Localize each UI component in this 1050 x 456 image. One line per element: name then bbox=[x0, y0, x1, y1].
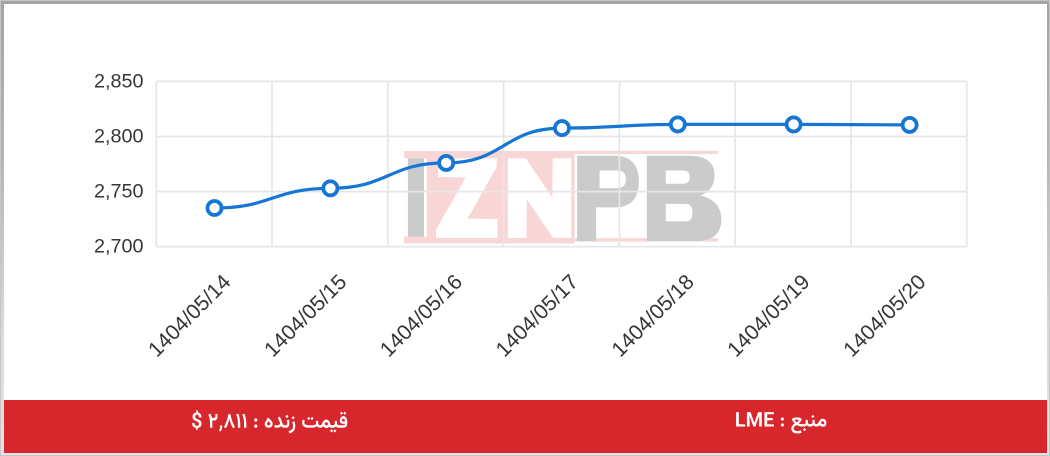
svg-text:1404/05/16: 1404/05/16 bbox=[376, 270, 467, 361]
svg-text:1404/05/14: 1404/05/14 bbox=[144, 270, 235, 361]
svg-text:2,750: 2,750 bbox=[94, 181, 144, 203]
svg-text:1404/05/18: 1404/05/18 bbox=[607, 270, 698, 361]
svg-text:2,850: 2,850 bbox=[94, 70, 144, 92]
svg-text:1404/05/19: 1404/05/19 bbox=[723, 270, 814, 361]
svg-text:2,800: 2,800 bbox=[94, 125, 144, 147]
svg-text:1404/05/20: 1404/05/20 bbox=[839, 270, 930, 361]
svg-text:2,700: 2,700 bbox=[94, 236, 144, 258]
svg-text:1404/05/15: 1404/05/15 bbox=[260, 270, 351, 361]
svg-text:1404/05/17: 1404/05/17 bbox=[492, 270, 583, 361]
